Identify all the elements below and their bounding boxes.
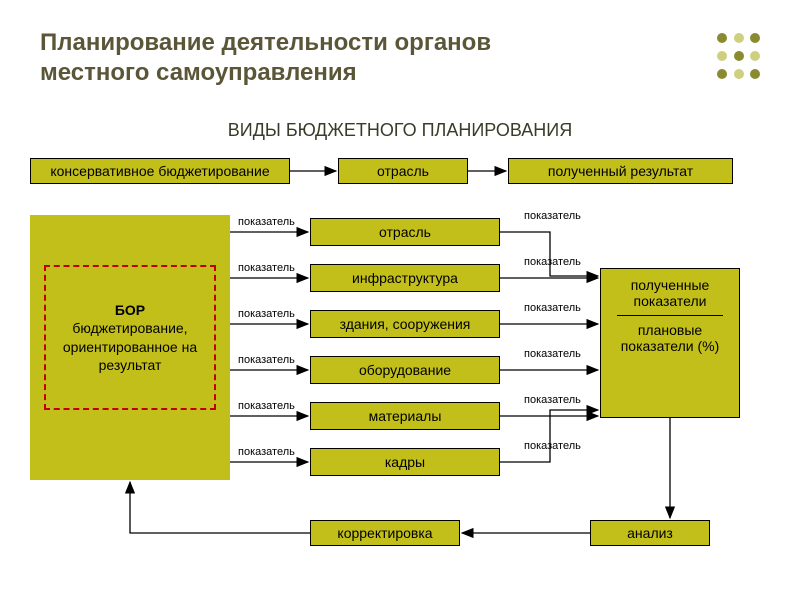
indicator-label: показатель (524, 256, 581, 268)
dot-icon (750, 33, 760, 43)
dot-icon (750, 51, 760, 61)
indicator-label: показатель (524, 302, 581, 314)
subtitle: ВИДЫ БЮДЖЕТНОГО ПЛАНИРОВАНИЯ (0, 120, 800, 141)
title-line-2: местного самоуправления (40, 59, 357, 86)
results-top: полученные показатели (607, 277, 733, 309)
box-analysis: анализ (590, 520, 710, 546)
dot-icon (734, 69, 744, 79)
box-results-ratio: полученные показатели плановые показател… (600, 268, 740, 418)
indicator-label: показатель (238, 354, 295, 366)
dot-icon (734, 33, 744, 43)
box-bor-inner: БОР бюджетирование, ориентированное на р… (44, 265, 216, 410)
box-conservative-budgeting: консервативное бюджетирование (30, 158, 290, 184)
box-mid-3: оборудование (310, 356, 500, 384)
indicator-label: показатель (524, 440, 581, 452)
indicator-label: показатель (524, 348, 581, 360)
indicator-label: показатель (238, 308, 295, 320)
indicator-label: показатель (238, 446, 295, 458)
indicator-label: показатель (238, 216, 295, 228)
decorative-dots (715, 30, 760, 84)
title-line-1: Планирование деятельности органов (40, 29, 491, 56)
indicator-label: показатель (238, 400, 295, 412)
box-mid-4: материалы (310, 402, 500, 430)
dot-icon (717, 69, 727, 79)
bor-abbr: БОР (115, 302, 145, 318)
box-mid-0: отрасль (310, 218, 500, 246)
dot-icon (717, 33, 727, 43)
dot-icon (734, 51, 744, 61)
box-correction: корректировка (310, 520, 460, 546)
box-mid-2: здания, сооружения (310, 310, 500, 338)
page-title: Планирование деятельности органов местно… (40, 28, 491, 88)
box-mid-5: кадры (310, 448, 500, 476)
bor-text: бюджетирование, ориентированное на резул… (63, 320, 197, 372)
indicator-label: показатель (524, 210, 581, 222)
box-received-result: полученный результат (508, 158, 733, 184)
divider-line (617, 315, 723, 316)
box-branch-top: отрасль (338, 158, 468, 184)
dot-icon (750, 69, 760, 79)
dot-icon (717, 51, 727, 61)
box-mid-1: инфраструктура (310, 264, 500, 292)
indicator-label: показатель (524, 394, 581, 406)
results-bottom: плановые показатели (%) (607, 322, 733, 354)
indicator-label: показатель (238, 262, 295, 274)
